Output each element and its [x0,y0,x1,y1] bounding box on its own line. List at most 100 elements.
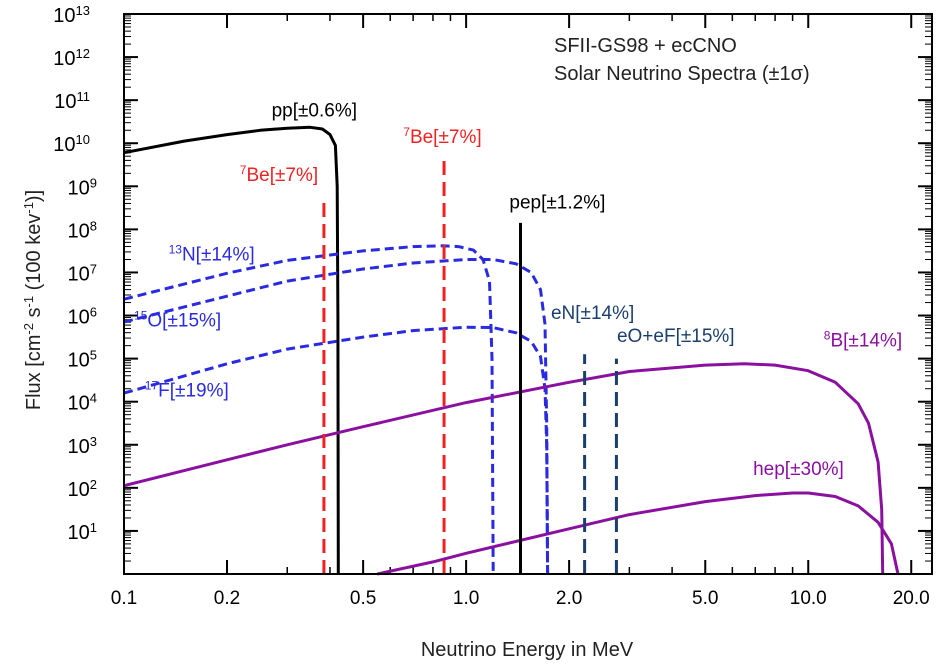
x-tick-label: 0.1 [111,588,137,609]
annotation-mass-number: 17 [145,379,159,393]
plot-frame [123,13,933,575]
x-tick-label: 5.0 [692,588,718,609]
line-spectra-layer [322,158,618,574]
y-axis-title-exponent: -2 [21,323,36,335]
chart-title-line-2: Solar Neutrino Spectra (±1σ) [554,63,810,85]
y-tick-exponent: 1 [90,519,97,534]
x-tick-label: 10.0 [790,588,827,609]
y-tick-exponent: 8 [90,218,97,233]
b8-annotation: 8B[±14%] [824,329,902,352]
y-tick-label: 1013 [53,3,90,28]
y-tick-label: 108 [68,218,97,243]
annotation-text: N[±14%] [182,244,255,265]
y-tick-base: 10 [68,177,90,199]
y-axis-title-exponent: -1 [21,296,36,308]
y-axis-title-part: Flux [cm [23,335,45,411]
annotation-text: pep[±1.2%] [509,193,605,214]
annotation-mass-number: 7 [403,125,410,139]
pp-spectrum-curve [123,125,340,575]
series-layer [123,125,900,576]
y-tick-exponent: 13 [76,3,90,18]
b8-spectrum-curve [123,362,885,575]
y-tick-label: 109 [68,175,97,200]
pep-annotation: pep[±1.2%] [509,193,605,214]
y-tick-label: 107 [68,261,97,286]
y-tick-base: 10 [68,393,90,415]
x-tick-label: 2.0 [556,588,582,609]
tick-labels: 0.1 0.2 0.5 1.0 2.0 5.0 10.0 20.010110210310410… [53,3,929,610]
cno-spectrum-curve [123,325,550,575]
axis-ticks [123,13,932,574]
annotation-text: hep[±30%] [753,459,844,480]
y-tick-base: 10 [53,48,75,70]
annotation-text: eN[±14%] [551,303,634,324]
y-tick-base: 10 [53,134,75,156]
y-tick-base: 10 [68,307,90,329]
annotation-mass-number: 13 [169,242,183,256]
y-tick-base: 10 [68,479,90,501]
y-tick-exponent: 7 [90,261,97,276]
cno-annotation: 15O[±15%] [134,308,221,331]
y-tick-base: 10 [68,220,90,242]
y-axis-title-part: (100 kev [23,214,45,296]
cno-spectrum-curve [123,258,550,575]
y-tick-label: 1012 [53,46,90,71]
annotation-text: B[±14%] [830,331,902,352]
y-tick-exponent: 9 [90,175,97,190]
annotation-text: Be[±7%] [246,165,318,186]
x-tick-label: 0.5 [350,588,376,609]
y-axis-title-exponent: -1 [21,202,36,214]
y-tick-base: 10 [68,436,90,458]
be7-annotation: 7Be[±7%] [240,163,318,186]
annotation-mass-number: 8 [824,329,831,343]
y-tick-exponent: 11 [77,89,91,104]
y-axis-title-part: s [23,307,45,323]
annotations-layer: pp[±0.6%]7Be[±7%]7Be[±7%]pep[±1.2%]13N[±… [134,101,902,480]
y-tick-exponent: 4 [90,390,97,405]
y-tick-label: 1010 [53,132,90,157]
annotation-text: Be[±7%] [410,127,482,148]
y-tick-exponent: 2 [90,476,97,491]
y-tick-label: 106 [68,304,97,329]
ec-annotation: eN[±14%] [551,303,634,324]
y-tick-exponent: 5 [90,347,97,362]
y-tick-exponent: 10 [76,132,90,147]
y-axis-title-part: )] [23,190,45,202]
y-tick-base: 10 [53,5,75,27]
y-tick-base: 10 [68,522,90,544]
y-tick-label: 105 [68,347,97,372]
x-tick-label: 20.0 [893,588,930,609]
y-tick-label: 104 [68,390,97,415]
y-axis-title: Flux [cm-2 s-1 (100 kev-1)] [21,190,46,410]
annotation-text: O[±15%] [147,310,221,331]
annotation-mass-number: 7 [240,163,247,177]
pp-annotation: pp[±0.6%] [272,101,357,122]
annotation-mass-number: 15 [134,308,148,322]
y-tick-exponent: 12 [76,46,90,61]
y-tick-exponent: 6 [90,304,97,319]
y-tick-label: 103 [68,433,97,458]
annotation-text: eO+eF[±15%] [617,326,735,347]
be7-annotation: 7Be[±7%] [403,125,481,148]
cno-annotation: 13N[±14%] [169,242,255,265]
chart-title-line-1: SFII-GS98 + ecCNO [554,35,737,57]
y-tick-base: 10 [68,350,90,372]
x-tick-label: 0.2 [214,588,240,609]
ec-annotation: eO+eF[±15%] [617,326,735,347]
y-tick-label: 1011 [54,89,90,114]
annotation-text: F[±19%] [158,381,229,402]
y-tick-label: 102 [68,476,97,501]
cno-spectrum-curve [123,244,495,575]
y-tick-exponent: 3 [90,433,97,448]
y-tick-base: 10 [54,91,76,113]
b8-spectrum-curve [376,491,900,576]
x-axis-title: Neutrino Energy in MeV [421,639,634,661]
y-tick-base: 10 [68,263,90,285]
b8-annotation: hep[±30%] [753,459,844,480]
x-tick-label: 1.0 [453,588,479,609]
cno-annotation: 17F[±19%] [145,379,229,402]
annotation-text: pp[±0.6%] [272,101,357,122]
y-tick-label: 101 [68,519,97,544]
